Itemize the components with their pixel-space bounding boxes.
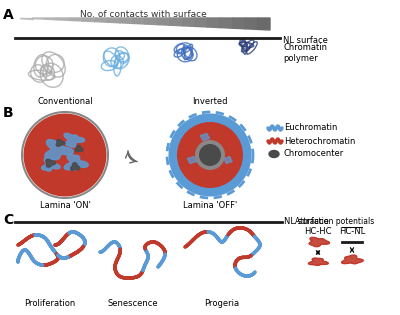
Text: Senescence: Senescence	[108, 299, 158, 308]
Circle shape	[177, 122, 243, 188]
Polygon shape	[42, 158, 60, 171]
Circle shape	[24, 113, 106, 197]
Text: Inverted: Inverted	[192, 97, 228, 106]
Text: C: C	[3, 213, 13, 227]
Polygon shape	[108, 18, 120, 23]
Polygon shape	[232, 18, 245, 29]
Polygon shape	[70, 18, 82, 21]
Polygon shape	[56, 140, 65, 146]
Polygon shape	[188, 157, 196, 163]
Polygon shape	[308, 258, 328, 265]
Polygon shape	[170, 18, 182, 26]
Polygon shape	[32, 18, 45, 19]
Polygon shape	[58, 18, 70, 20]
Circle shape	[22, 112, 108, 198]
Polygon shape	[309, 238, 330, 247]
Polygon shape	[195, 18, 208, 27]
Polygon shape	[245, 18, 258, 29]
Polygon shape	[71, 163, 80, 170]
Text: NL surface: NL surface	[283, 36, 328, 45]
Text: HC-NL: HC-NL	[339, 227, 365, 236]
Text: No. of contacts with surface: No. of contacts with surface	[80, 10, 207, 19]
Polygon shape	[82, 18, 95, 22]
Polygon shape	[224, 157, 232, 163]
Polygon shape	[45, 18, 58, 20]
Text: Lamina 'ON': Lamina 'ON'	[40, 201, 90, 210]
Polygon shape	[269, 151, 279, 158]
Text: Heterochromatin: Heterochromatin	[284, 136, 355, 146]
Text: NL surface: NL surface	[284, 217, 329, 226]
Polygon shape	[220, 18, 232, 28]
Polygon shape	[208, 18, 220, 28]
Polygon shape	[132, 18, 145, 24]
Text: Chromocenter: Chromocenter	[284, 150, 344, 158]
Circle shape	[199, 144, 221, 166]
Text: Lamina 'OFF': Lamina 'OFF'	[183, 201, 237, 210]
Polygon shape	[95, 18, 108, 22]
Polygon shape	[145, 18, 158, 25]
Text: Attraction potentials: Attraction potentials	[295, 217, 375, 226]
Text: Proliferation: Proliferation	[24, 299, 76, 308]
Polygon shape	[200, 134, 210, 140]
Polygon shape	[158, 18, 170, 25]
Text: HC-HC: HC-HC	[304, 227, 332, 236]
Polygon shape	[182, 18, 195, 26]
Polygon shape	[258, 18, 270, 30]
Polygon shape	[20, 18, 32, 19]
Text: Euchromatin: Euchromatin	[284, 123, 337, 133]
Circle shape	[195, 140, 225, 170]
Circle shape	[168, 113, 252, 197]
Polygon shape	[46, 159, 56, 167]
Polygon shape	[45, 140, 73, 160]
Text: A: A	[3, 8, 14, 22]
Polygon shape	[64, 133, 85, 147]
Polygon shape	[75, 145, 83, 152]
Text: Progeria: Progeria	[204, 299, 240, 308]
Polygon shape	[342, 255, 363, 264]
Text: Chromatin
polymer: Chromatin polymer	[283, 43, 327, 63]
Polygon shape	[64, 154, 88, 170]
Text: B: B	[3, 106, 14, 120]
Text: Conventional: Conventional	[37, 97, 93, 106]
Polygon shape	[120, 18, 132, 23]
